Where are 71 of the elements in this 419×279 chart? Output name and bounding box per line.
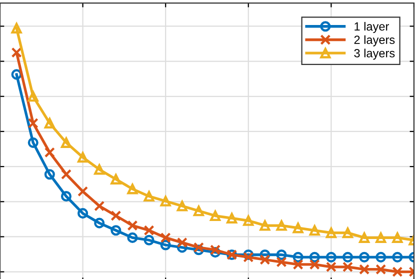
point [110,174,122,184]
point [260,220,270,231]
point [176,242,188,253]
point [78,152,88,163]
point [11,22,22,34]
point [392,266,403,278]
point [193,244,204,256]
point [78,208,88,219]
point [326,228,336,238]
point [44,147,55,158]
point [243,249,254,260]
point [276,249,287,260]
point [243,252,254,262]
point [60,190,72,202]
point [376,252,386,262]
point [60,137,72,148]
point [28,91,38,102]
point [160,240,171,250]
point [78,186,88,197]
point [292,222,304,234]
point [392,252,403,262]
point [292,252,304,262]
point [276,220,287,231]
point [176,237,188,248]
point [243,215,254,226]
point [11,69,22,80]
point [210,210,221,222]
point [226,212,238,224]
point [309,252,320,262]
point [144,190,154,202]
point [94,164,105,175]
legend-label: 1 layer [354,22,389,33]
point [127,232,138,243]
point [144,234,154,246]
point [210,244,221,256]
point [60,169,72,180]
point [11,47,22,58]
point [44,118,55,128]
point [94,218,105,228]
point [110,210,122,222]
point [359,252,370,262]
point [359,232,370,243]
point [28,118,38,128]
legend-label: 3 layers [354,48,395,60]
point [309,259,320,270]
point [260,254,270,265]
point [376,264,386,275]
point [28,137,38,148]
point [144,225,154,236]
point [176,200,188,212]
point [94,200,105,212]
point [309,225,320,236]
legend-label: 2 layers [354,35,395,46]
point [326,252,336,262]
point [292,259,304,270]
point [342,228,354,238]
point [110,225,122,236]
point [376,232,386,243]
point [44,169,55,180]
point [326,262,336,272]
point [359,264,370,275]
point [276,256,287,268]
point [342,262,354,272]
point [193,242,204,253]
point [127,220,138,231]
point [160,196,171,206]
point [392,232,403,243]
point [160,232,171,243]
point [342,252,354,262]
point [127,184,138,194]
point [193,206,204,216]
